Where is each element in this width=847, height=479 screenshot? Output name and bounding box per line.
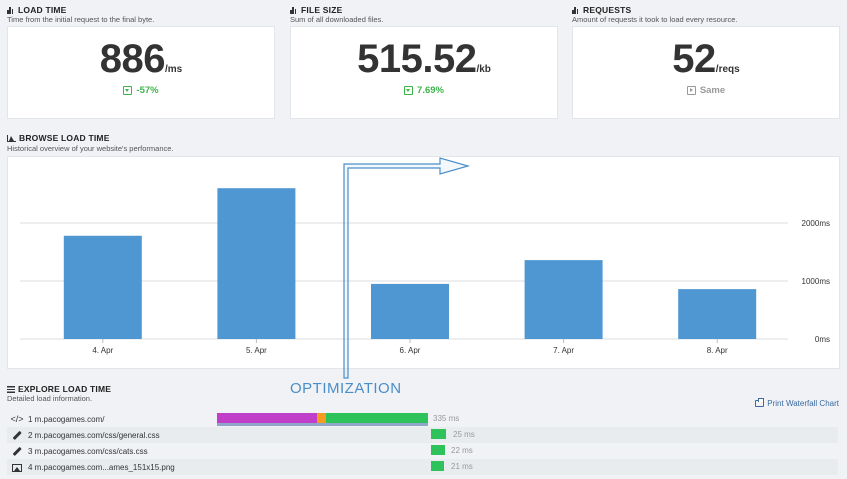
requests-card: 52/reqs Same [572,26,840,119]
bar-chart: 0ms 1000ms 2000ms 4. Apr 5. Apr 6. Apr 7. Apr 8… [20,188,830,355]
printer-icon [755,398,765,407]
waterfall-row[interactable]: </> 1 m.pacogames.com/ 335 ms [7,411,838,427]
browse-heading: BROWSE LOAD TIME [7,133,110,143]
requests-delta: Same [573,85,839,96]
bar [371,283,449,339]
request-url: 3 m.pacogames.com/css/cats.css [28,446,148,456]
file-size-card: 515.52/kb 7.69% [290,26,558,119]
brush-icon [10,446,24,457]
blocking-segment [217,413,317,423]
y-tick-label: 1000ms [802,277,830,286]
load-time-subtitle: Time from the initial request to the fin… [7,15,155,24]
image-icon [10,462,24,472]
download-segment [431,461,444,471]
bar [524,260,603,339]
x-tick-label: 8. Apr [707,346,728,355]
load-time-value: 886 [99,37,166,81]
request-time: 21 ms [451,462,473,471]
x-tick-label: 5. Apr [246,346,267,355]
caret-right-icon [686,86,696,95]
browse-subtitle: Historical overview of your website's pe… [7,144,174,153]
download-segment [326,413,428,423]
bar [217,188,296,339]
requests-heading: REQUESTS [572,5,631,15]
file-size-value: 515.52 [357,37,477,81]
bar [678,289,757,339]
bar-chart-icon [572,6,580,14]
x-tick-label: 7. Apr [553,346,574,355]
file-size-subtitle: Sum of all downloaded files. [290,15,384,24]
requests-subtitle: Amount of requests it took to load every… [572,15,738,24]
download-segment [431,429,446,439]
waterfall-table: </> 1 m.pacogames.com/ 335 ms 2 m.pacoga… [7,411,838,475]
load-time-delta: -57% [8,85,274,96]
request-url: 1 m.pacogames.com/ [28,414,105,424]
request-time: 335 ms [433,414,460,423]
waterfall-row[interactable]: 4 m.pacogames.com...ames_151x15.png 21 m… [7,459,838,475]
waterfall-row[interactable]: 2 m.pacogames.com/css/general.css 25 ms [7,427,838,443]
requests-value: 52 [672,37,716,81]
x-tick-label: 4. Apr [92,346,113,355]
request-time: 22 ms [451,446,473,455]
bar [63,235,142,339]
request-url: 2 m.pacogames.com/css/general.css [28,430,160,440]
x-tick-label: 6. Apr [400,346,421,355]
bar-chart-icon [7,6,15,14]
requests-unit: /reqs [715,64,740,75]
y-tick-label: 2000ms [802,219,830,228]
print-waterfall-link[interactable]: Print Waterfall Chart [755,398,839,408]
y-tick-label: 0ms [815,335,830,344]
optimization-label: OPTIMIZATION [290,380,402,397]
file-size-heading: FILE SIZE [290,5,342,15]
waterfall-row[interactable]: 3 m.pacogames.com/css/cats.css 22 ms [7,443,838,459]
explore-subtitle: Detailed load information. [7,394,93,403]
load-time-unit: /ms [165,64,183,75]
file-size-delta: 7.69% [291,85,557,96]
bar-chart-icon [290,6,298,14]
brush-icon [10,430,24,441]
caret-down-icon [123,86,133,95]
wait-segment [317,413,326,423]
total-segment [217,423,428,426]
browse-chart: 0ms 1000ms 2000ms 4. Apr 5. Apr 6. Apr 7. Apr 8… [7,156,840,369]
area-chart-icon [7,134,16,142]
request-url: 4 m.pacogames.com...ames_151x15.png [28,462,175,472]
caret-down-icon [404,86,414,95]
explore-heading: EXPLORE LOAD TIME [7,384,111,394]
download-segment [431,445,445,455]
load-time-card: 886/ms -57% [7,26,275,119]
request-time: 25 ms [453,430,475,439]
file-size-unit: /kb [476,64,491,75]
code-icon: </> [10,414,24,424]
list-icon [7,385,15,393]
load-time-heading: LOAD TIME [7,5,67,15]
